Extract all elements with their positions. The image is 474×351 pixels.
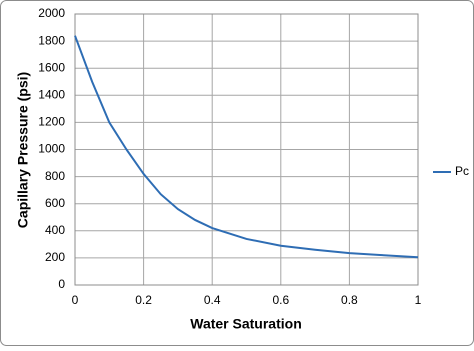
y-axis-label: Capillary Pressure (psi) [15, 72, 31, 228]
x-tick-label: 0.8 [341, 293, 358, 307]
data-line [74, 35, 419, 259]
x-tick-label: 0 [72, 293, 79, 307]
y-tick-label: 1000 [38, 142, 65, 156]
legend-label: Pc [455, 164, 469, 178]
y-tick-label: 0 [58, 277, 65, 291]
y-tick-label: 1600 [38, 60, 65, 74]
y-tick-label: 1200 [38, 115, 65, 129]
y-tick-label: 1400 [38, 87, 65, 101]
y-tick-label: 600 [45, 196, 65, 210]
plot-frame [74, 13, 419, 286]
y-tick-label: 400 [45, 223, 65, 237]
x-axis-label: Water Saturation [190, 316, 302, 332]
x-tick-label: 0.2 [135, 293, 152, 307]
y-tick-label: 800 [45, 169, 65, 183]
y-tick-label: 200 [45, 250, 65, 264]
x-tick-label: 1 [415, 293, 422, 307]
y-tick-label: 1800 [38, 33, 65, 47]
x-tick-label: 0.4 [204, 293, 221, 307]
y-tick-label: 2000 [38, 6, 65, 20]
x-tick-label: 0.6 [272, 293, 289, 307]
